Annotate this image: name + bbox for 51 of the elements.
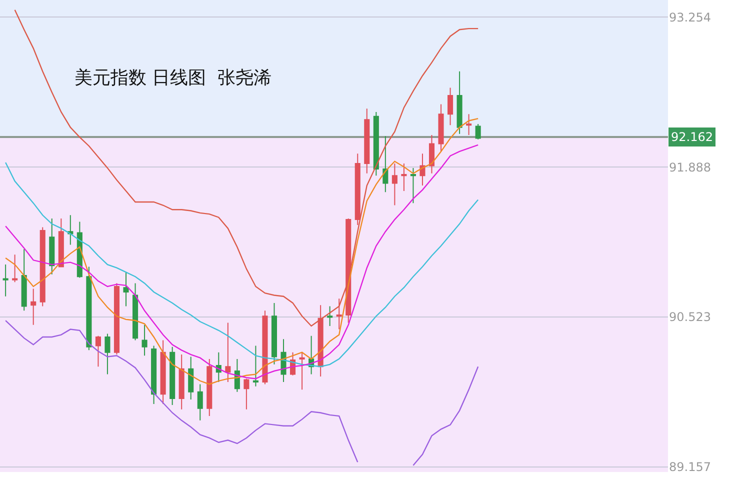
candlestick bbox=[420, 153, 426, 186]
candlestick bbox=[206, 358, 212, 417]
candlestick bbox=[40, 226, 46, 307]
candlestick bbox=[252, 345, 258, 387]
candlestick bbox=[197, 384, 203, 421]
candlestick bbox=[30, 288, 36, 326]
candlestick bbox=[336, 298, 342, 330]
candlestick bbox=[244, 378, 250, 410]
candlestick bbox=[448, 87, 454, 126]
candlestick bbox=[188, 356, 194, 400]
candlestick bbox=[475, 124, 481, 140]
candlestick bbox=[410, 167, 416, 204]
candlestick bbox=[271, 302, 278, 365]
candlestick bbox=[12, 254, 18, 283]
candlestick bbox=[123, 272, 129, 307]
candlestick bbox=[262, 310, 268, 385]
candlestick bbox=[382, 136, 388, 193]
candlestick bbox=[104, 333, 110, 375]
candlestick bbox=[392, 163, 398, 206]
candlestick bbox=[364, 108, 370, 174]
candlestick bbox=[114, 282, 120, 356]
candlestick bbox=[178, 354, 184, 410]
candlestick bbox=[58, 218, 64, 268]
candlestick bbox=[21, 248, 27, 312]
candlestick bbox=[142, 324, 148, 356]
candlestick bbox=[438, 104, 444, 152]
candlestick bbox=[86, 266, 92, 351]
candlestick bbox=[225, 322, 231, 382]
candlestick bbox=[373, 111, 379, 176]
candlestick bbox=[160, 340, 166, 404]
y-tick-label: 91.888 bbox=[669, 160, 711, 174]
y-tick-label: 90.523 bbox=[669, 310, 711, 324]
candlestick bbox=[170, 346, 176, 406]
candlestick bbox=[327, 306, 333, 327]
y-tick-label: 89.157 bbox=[669, 460, 711, 474]
candlestick bbox=[354, 153, 360, 226]
candlestick bbox=[456, 70, 462, 134]
candlestick bbox=[428, 134, 435, 174]
line-series bbox=[14, 9, 479, 327]
candlestick bbox=[95, 335, 101, 368]
candlestick bbox=[151, 345, 157, 404]
candlestick bbox=[132, 282, 138, 341]
candlestick bbox=[299, 352, 305, 390]
candlestick bbox=[2, 264, 8, 297]
y-tick-label: 93.254 bbox=[669, 10, 711, 24]
candlestick bbox=[49, 218, 55, 275]
candlestick bbox=[401, 163, 407, 192]
candlestick bbox=[466, 114, 472, 136]
text: 美元指数 日线图 张尧浠 bbox=[74, 67, 272, 88]
ref-line-label: 92.162 bbox=[671, 130, 713, 144]
candlestick bbox=[68, 214, 74, 246]
